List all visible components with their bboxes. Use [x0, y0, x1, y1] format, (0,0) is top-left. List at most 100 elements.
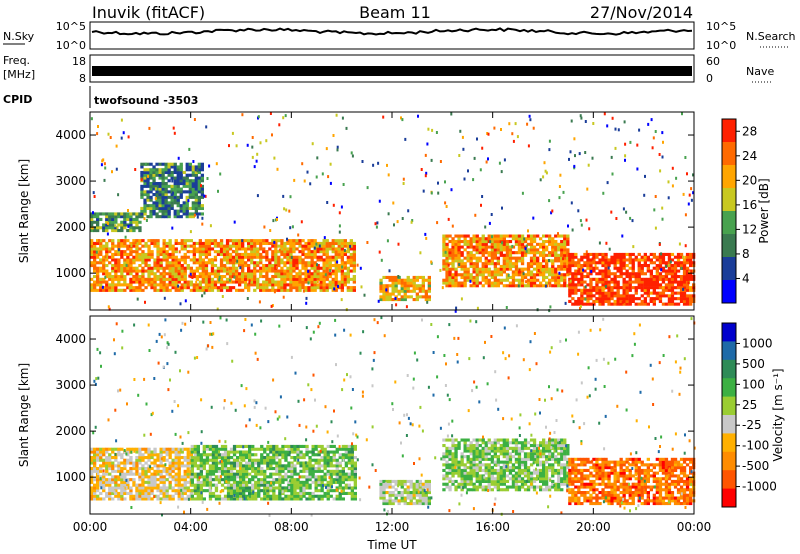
data-cell	[332, 464, 336, 468]
data-cell	[619, 275, 623, 279]
data-cell	[526, 284, 531, 288]
data-cell	[120, 489, 124, 493]
data-cell	[649, 280, 653, 284]
data-cell	[550, 211, 553, 215]
data-cell	[607, 266, 610, 270]
data-cell	[385, 298, 389, 302]
data-cell	[308, 472, 312, 476]
data-cell	[196, 467, 200, 471]
data-cell	[689, 277, 693, 281]
data-cell	[177, 269, 181, 273]
data-cell	[156, 275, 160, 279]
data-cell	[658, 275, 663, 279]
data-cell	[664, 261, 669, 265]
data-cell	[496, 234, 500, 238]
data-cell	[295, 288, 299, 292]
data-cell	[307, 241, 311, 245]
data-cell	[667, 277, 672, 281]
data-cell	[598, 288, 602, 292]
data-cell	[205, 456, 210, 460]
data-cell	[274, 261, 278, 265]
data-cell	[150, 461, 154, 465]
data-cell	[300, 220, 303, 224]
data-cell	[185, 215, 189, 219]
data-cell	[673, 280, 678, 284]
data-cell	[568, 286, 572, 290]
data-cell	[126, 264, 130, 268]
data-cell	[251, 136, 254, 139]
data-cell	[126, 491, 130, 495]
data-cell	[314, 458, 318, 462]
data-cell	[147, 252, 151, 256]
data-cell	[177, 280, 181, 284]
data-cell	[238, 272, 242, 276]
data-cell	[665, 264, 668, 268]
data-cell	[335, 478, 339, 482]
data-cell	[284, 464, 288, 468]
data-cell	[636, 143, 639, 147]
data-cell	[257, 494, 261, 498]
data-cell	[250, 255, 254, 259]
data-cell	[353, 491, 357, 495]
data-cell	[266, 464, 270, 468]
data-cell	[296, 444, 300, 448]
data-cell	[679, 288, 684, 292]
data-cell	[625, 288, 629, 292]
data-cell	[108, 483, 112, 487]
data-cell	[430, 158, 433, 162]
data-cell	[313, 277, 317, 281]
data-cell	[99, 491, 103, 495]
data-cell	[551, 253, 555, 257]
data-cell	[592, 261, 596, 265]
data-cell	[649, 291, 653, 295]
data-cell	[554, 234, 558, 238]
data-cell	[214, 486, 219, 490]
data-cell	[326, 491, 330, 495]
data-cell	[141, 272, 145, 276]
data-cell	[586, 294, 590, 298]
data-cell	[293, 469, 297, 473]
data-cell	[250, 247, 254, 251]
data-cell	[466, 273, 470, 277]
data-cell	[176, 215, 180, 219]
data-cell	[129, 458, 133, 462]
data-cell	[99, 483, 103, 487]
data-cell	[601, 299, 605, 303]
data-cell	[186, 486, 190, 490]
data-cell	[505, 234, 510, 238]
data-cell	[298, 269, 302, 273]
data-cell	[153, 244, 157, 248]
data-cell	[168, 261, 172, 265]
data-cell	[563, 253, 567, 257]
data-cell	[189, 266, 193, 270]
data-cell	[463, 234, 467, 238]
data-cell	[147, 469, 151, 473]
data-cell	[165, 491, 169, 495]
data-cell	[123, 252, 127, 256]
data-cell	[508, 245, 513, 249]
data-cell	[174, 458, 178, 462]
data-cell	[266, 447, 270, 451]
data-cell	[673, 269, 676, 273]
data-cell	[625, 280, 629, 284]
data-cell	[655, 258, 659, 262]
data-cell	[646, 266, 650, 270]
data-cell	[385, 284, 389, 288]
data-cell	[311, 469, 315, 473]
data-cell	[183, 275, 187, 279]
data-cell	[322, 252, 326, 256]
data-cell	[260, 483, 264, 487]
data-cell	[198, 272, 202, 276]
data-cell	[277, 261, 281, 265]
data-cell	[296, 480, 300, 484]
data-cell	[174, 286, 178, 290]
data-cell	[317, 494, 321, 498]
data-cell	[298, 272, 302, 276]
data-cell	[229, 489, 234, 493]
data-cell	[333, 287, 336, 291]
data-cell	[280, 239, 284, 243]
data-cell	[204, 288, 209, 292]
data-cell	[304, 252, 308, 256]
data-cell	[658, 283, 663, 287]
data-cell	[132, 217, 136, 221]
